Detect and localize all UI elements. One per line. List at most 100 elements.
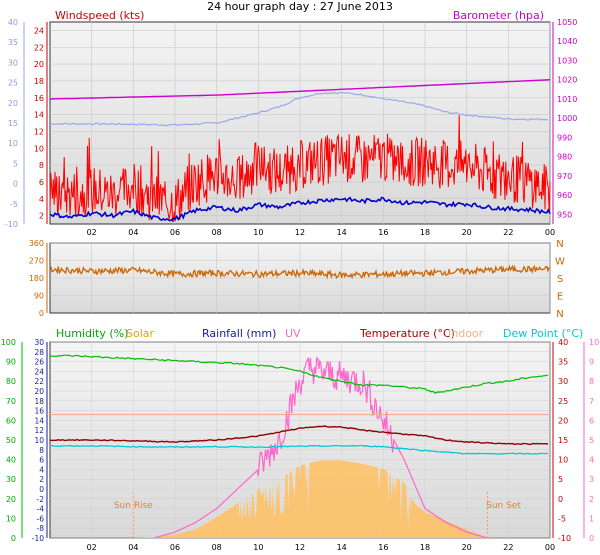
rainfall-tick: -6 [37, 514, 45, 523]
windspeed-tick: 4 [39, 195, 44, 204]
temperature-tick: 5 [558, 475, 563, 484]
compass-tick: W [555, 257, 565, 268]
temperature-tick-top: 40 [8, 18, 18, 27]
windspeed-tick: 10 [34, 144, 44, 153]
temperature-tick-top: 25 [8, 79, 18, 88]
uv-tick: 7 [589, 397, 594, 406]
uv-tick: 4 [589, 456, 594, 465]
bottom-x-tick: 18 [420, 543, 430, 552]
rainfall-tick: 24 [34, 367, 44, 376]
direction-tick: 360 [29, 239, 44, 248]
temperature-tick-top: 10 [8, 139, 18, 148]
rainfall-tick: 4 [39, 465, 44, 474]
barometer-axis-label: Barometer (hpa) [453, 9, 544, 22]
windspeed-tick: 16 [34, 94, 44, 103]
wind-gust-line [49, 115, 551, 222]
temperature-tick: 35 [558, 358, 568, 367]
compass-tick: N [556, 239, 563, 250]
bottom-x-tick: 12 [295, 543, 305, 552]
barometer-line [49, 79, 551, 100]
temperature-line [49, 91, 549, 127]
barometer-tick: 1050 [557, 18, 577, 27]
wind-average-line [49, 196, 551, 222]
bottom-series [49, 354, 550, 539]
rainfall-tick: 2 [39, 475, 44, 484]
solar-area [133, 460, 488, 538]
uv-tick: 6 [589, 416, 594, 425]
top-x-tick: 14 [337, 228, 347, 237]
temperature-tick-top: 35 [8, 38, 18, 47]
bottom-x-tick: 04 [128, 543, 138, 552]
uv-tick: 2 [589, 495, 594, 504]
temperature-tick-top: 0 [13, 180, 18, 189]
temperature-tick: 40 [558, 338, 568, 347]
top-x-tick: 22 [503, 228, 513, 237]
bottom-x-axis: 02 04 06 08 10 12 14 16 18 20 22 00 [87, 543, 556, 552]
indoor-legend: Indoor [448, 327, 484, 340]
windspeed-tick: 14 [34, 111, 44, 120]
temperature-legend: Temperature (°C) [359, 327, 455, 340]
rainfall-tick: 16 [34, 407, 44, 416]
uv-line [154, 357, 487, 539]
temperature-tick: 15 [558, 436, 568, 445]
humidity-tick: 0 [11, 534, 16, 543]
direction-tick: 180 [29, 274, 44, 283]
humidity-tick: 10 [6, 514, 16, 523]
windspeed-tick: 8 [39, 161, 44, 170]
top-x-tick: 04 [128, 228, 138, 237]
barometer-tick: 970 [557, 172, 572, 181]
top-series [49, 79, 551, 222]
temperature-tick-top: -5 [10, 200, 18, 209]
rainfall-tick: 8 [39, 446, 44, 455]
top-x-tick: 12 [295, 228, 305, 237]
temperature-tick: 20 [558, 416, 568, 425]
humidity-tick: 60 [6, 416, 16, 425]
temperature-humidity-panel: Humidity (%) Solar Rainfall (mm) UV Temp… [1, 327, 599, 552]
barometer-tick: 960 [557, 191, 572, 200]
windspeed-tick: 18 [34, 77, 44, 86]
barometer-tick: 1010 [557, 95, 577, 104]
solar-legend: Solar [126, 327, 155, 340]
temperature-tick-top: -10 [5, 220, 18, 229]
bottom-x-tick: 16 [378, 543, 388, 552]
humidity-tick: 70 [6, 397, 16, 406]
humidity-tick: 20 [6, 495, 16, 504]
uv-legend: UV [285, 327, 301, 340]
top-x-tick: 20 [462, 228, 472, 237]
direction-tick: 270 [29, 257, 44, 266]
rainfall-tick: -10 [32, 534, 44, 543]
uv-tick: 0 [589, 534, 594, 543]
compass-tick: S [557, 274, 563, 285]
rainfall-tick: 10 [34, 436, 44, 445]
humidity-tick: 40 [6, 456, 16, 465]
bottom-x-tick: 00 [545, 543, 555, 552]
uv-tick: 5 [589, 436, 594, 445]
top-x-tick: 06 [170, 228, 180, 237]
windspeed-tick: 6 [39, 178, 44, 187]
windspeed-tick: 12 [34, 127, 44, 136]
rainfall-tick: -4 [37, 505, 45, 514]
wind-barometer-panel: Windspeed (kts) Barometer (hpa) -10 -5 0 5 1… [5, 9, 577, 237]
temperature-tick: -10 [558, 534, 571, 543]
top-axes: -10-505101520253035402468101214161820222… [5, 18, 577, 229]
bottom-axes: 0102030405060708090100-10-8-6-4-20246810… [1, 338, 599, 543]
top-gridlines [50, 22, 551, 224]
compass-tick: N [556, 309, 563, 320]
rainfall-tick: 6 [39, 456, 44, 465]
uv-tick: 1 [589, 514, 594, 523]
humidity-tick: 80 [6, 377, 16, 386]
bottom-x-tick: 20 [462, 543, 472, 552]
humidity-line [49, 354, 549, 395]
top-x-tick: 00 [545, 228, 555, 237]
rainfall-tick: 30 [34, 338, 44, 347]
humidity-tick: 90 [6, 358, 16, 367]
compass-tick: E [557, 292, 563, 303]
sunset-label: Sun Set [486, 501, 521, 511]
humidity-tick: 100 [1, 338, 16, 347]
direction-tick: 90 [34, 292, 44, 301]
windspeed-tick: 22 [34, 43, 44, 52]
rainfall-tick: 0 [39, 485, 44, 494]
uv-tick: 9 [589, 358, 594, 367]
